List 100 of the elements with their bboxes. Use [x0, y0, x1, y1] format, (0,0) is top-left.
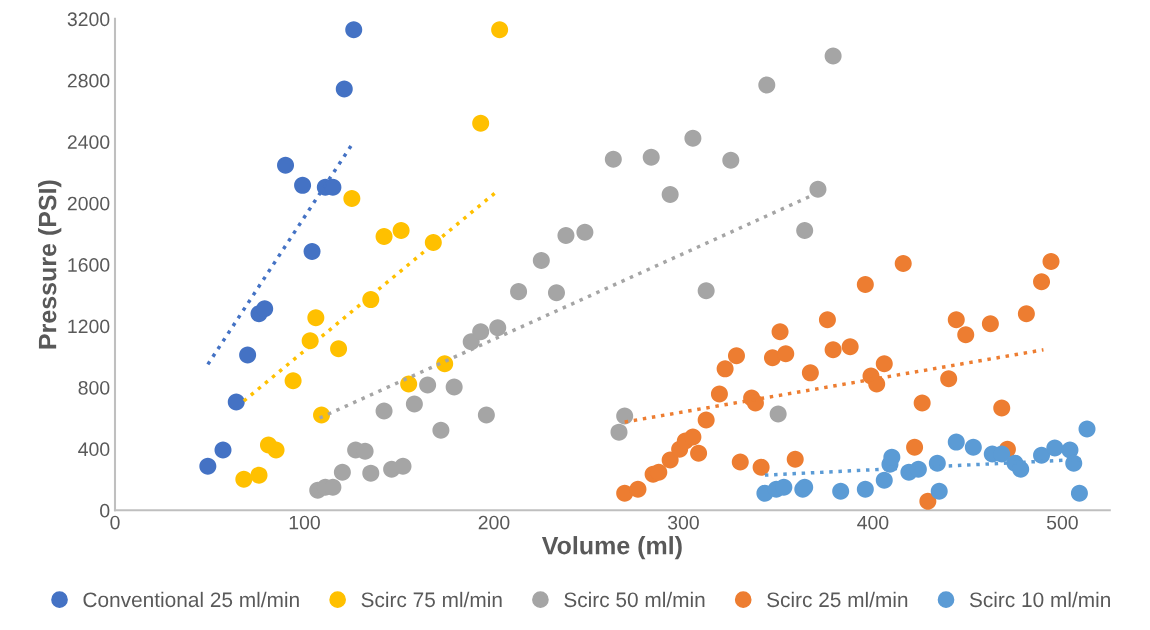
point	[343, 189, 361, 207]
point	[510, 283, 528, 301]
point	[957, 326, 975, 344]
point	[489, 319, 507, 337]
point	[818, 311, 836, 329]
point	[710, 385, 728, 403]
point	[491, 21, 509, 39]
point	[930, 482, 948, 500]
point	[1042, 253, 1060, 271]
point	[235, 470, 253, 488]
point	[832, 482, 850, 500]
point	[875, 355, 893, 373]
point	[267, 441, 285, 459]
point	[727, 347, 745, 365]
point	[841, 338, 859, 356]
point	[284, 372, 302, 390]
point	[277, 156, 295, 174]
point	[1033, 446, 1051, 464]
point	[746, 394, 764, 412]
y-tick-label: 2400	[67, 135, 110, 149]
legend-label: Scirc 25 ml/min	[767, 591, 908, 608]
point	[227, 393, 245, 411]
point	[445, 378, 463, 396]
legend-label: Scirc 75 ml/min	[361, 591, 502, 608]
point	[642, 148, 660, 166]
point	[796, 222, 814, 240]
point	[333, 463, 351, 481]
point	[947, 433, 965, 451]
point	[199, 457, 217, 475]
point	[250, 466, 268, 484]
point	[856, 480, 874, 498]
point	[307, 309, 325, 327]
point	[1046, 439, 1064, 457]
point	[906, 438, 924, 456]
y-tick-label: 1200	[68, 319, 110, 334]
point	[697, 282, 715, 300]
point	[335, 80, 353, 98]
point	[752, 458, 770, 476]
point	[557, 226, 575, 244]
y-axis-title: Pressure (PSI)	[38, 180, 62, 349]
point	[964, 438, 982, 456]
y-tick-label: 2800	[67, 73, 110, 88]
point	[1017, 305, 1035, 323]
point	[940, 370, 958, 388]
point	[616, 484, 634, 502]
x-axis-title: Volume (ml)	[541, 536, 682, 560]
x-tick-label: 200	[478, 515, 510, 530]
y-tick-label: 2000	[67, 196, 110, 211]
y-tick-label: 800	[78, 380, 110, 395]
y-tick-label: 400	[78, 442, 110, 457]
x-tick-label: 0	[110, 515, 120, 530]
legend-label: Conventional 25 ml/min	[83, 591, 299, 608]
point	[981, 315, 999, 333]
point	[477, 406, 495, 424]
y-tick-label: 1600	[68, 258, 110, 272]
point	[716, 360, 734, 378]
point	[1033, 273, 1051, 291]
point	[777, 345, 795, 363]
point	[661, 185, 679, 203]
point	[629, 480, 647, 498]
point	[214, 441, 232, 459]
point	[1078, 420, 1096, 438]
point	[824, 47, 842, 65]
point	[432, 421, 450, 439]
point	[947, 311, 965, 329]
point	[894, 255, 912, 273]
point	[330, 340, 348, 358]
point	[824, 341, 842, 359]
point	[993, 399, 1011, 417]
point	[786, 450, 804, 468]
point	[769, 405, 787, 423]
point	[919, 492, 937, 510]
point	[576, 223, 594, 241]
point	[362, 464, 380, 482]
x-tick-label: 100	[289, 515, 320, 530]
point	[604, 150, 622, 168]
point	[731, 453, 749, 471]
y-tick-label: 0	[100, 503, 110, 518]
point	[419, 376, 437, 394]
point	[801, 364, 819, 382]
point	[697, 411, 715, 429]
point	[256, 300, 274, 318]
point	[400, 375, 418, 393]
x-tick-label: 500	[1046, 515, 1078, 530]
point	[375, 227, 393, 245]
point	[532, 252, 550, 270]
point	[722, 151, 740, 169]
point	[547, 284, 565, 302]
point	[405, 395, 423, 413]
point	[771, 323, 789, 341]
point	[1070, 484, 1088, 502]
x-tick-label: 300	[667, 515, 699, 530]
point	[690, 444, 708, 462]
point	[684, 129, 702, 147]
point	[1012, 460, 1030, 478]
point	[472, 323, 490, 341]
point	[856, 276, 874, 294]
legend-label: Scirc 50 ml/min	[564, 591, 705, 608]
point	[875, 471, 893, 489]
point	[684, 428, 702, 446]
